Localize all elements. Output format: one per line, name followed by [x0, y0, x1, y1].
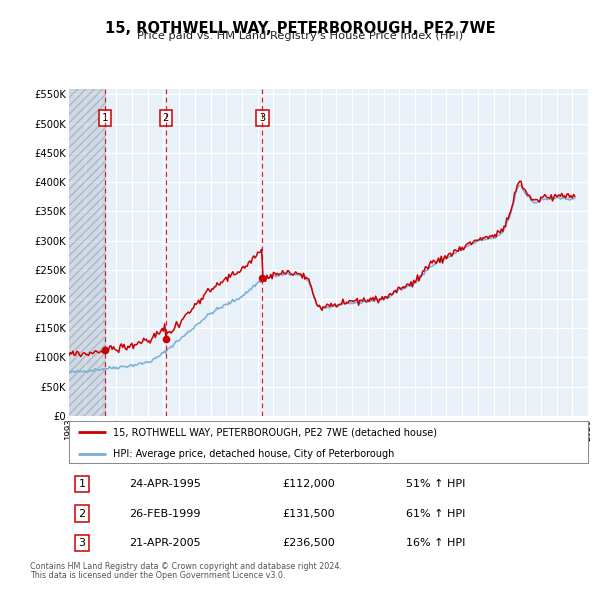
Bar	[69, 88, 105, 416]
Text: 51% ↑ HPI: 51% ↑ HPI	[406, 479, 466, 489]
Text: Contains HM Land Registry data © Crown copyright and database right 2024.: Contains HM Land Registry data © Crown c…	[30, 562, 342, 571]
Text: 1: 1	[79, 479, 85, 489]
Text: HPI: Average price, detached house, City of Peterborough: HPI: Average price, detached house, City…	[113, 449, 394, 459]
Text: 24-APR-1995: 24-APR-1995	[128, 479, 200, 489]
Text: 3: 3	[259, 113, 266, 123]
Text: 61% ↑ HPI: 61% ↑ HPI	[406, 509, 466, 519]
Text: 16% ↑ HPI: 16% ↑ HPI	[406, 538, 466, 548]
Text: 3: 3	[79, 538, 85, 548]
Text: 2: 2	[79, 509, 86, 519]
Text: 21-APR-2005: 21-APR-2005	[128, 538, 200, 548]
Text: This data is licensed under the Open Government Licence v3.0.: This data is licensed under the Open Gov…	[30, 571, 286, 580]
Text: 1: 1	[102, 113, 109, 123]
Text: Price paid vs. HM Land Registry's House Price Index (HPI): Price paid vs. HM Land Registry's House …	[137, 31, 463, 41]
Text: £112,000: £112,000	[282, 479, 335, 489]
Text: £131,500: £131,500	[282, 509, 334, 519]
Bar	[69, 88, 105, 416]
Text: 15, ROTHWELL WAY, PETERBOROUGH, PE2 7WE (detached house): 15, ROTHWELL WAY, PETERBOROUGH, PE2 7WE …	[113, 427, 437, 437]
Text: 2: 2	[163, 113, 169, 123]
Text: 26-FEB-1999: 26-FEB-1999	[128, 509, 200, 519]
Text: £236,500: £236,500	[282, 538, 335, 548]
Text: 15, ROTHWELL WAY, PETERBOROUGH, PE2 7WE: 15, ROTHWELL WAY, PETERBOROUGH, PE2 7WE	[104, 21, 496, 35]
